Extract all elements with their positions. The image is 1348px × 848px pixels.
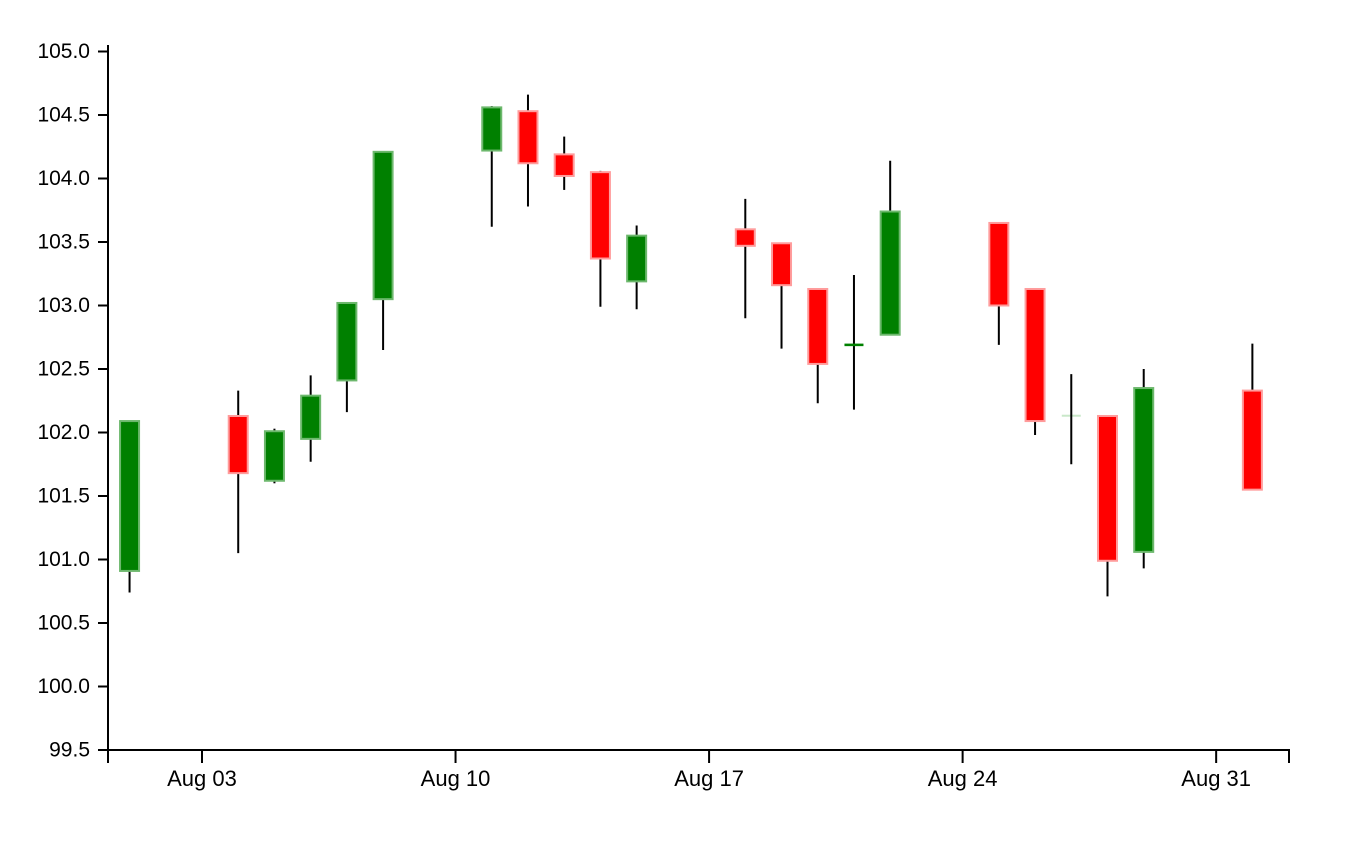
candle-body-up (119, 420, 141, 572)
candle-body-up (336, 301, 358, 382)
candle (517, 94, 539, 207)
candle (626, 225, 648, 310)
candle (119, 420, 141, 593)
candle (879, 160, 901, 336)
candle-body-down (1097, 414, 1118, 562)
candle (372, 150, 394, 350)
x-tick-label: Aug 10 (421, 766, 491, 791)
candle-body-down (589, 171, 611, 260)
y-tick-label: 99.5 (49, 739, 90, 762)
candle-body-up (263, 430, 285, 482)
candle (336, 301, 358, 413)
x-tick-label: Aug 03 (167, 766, 237, 791)
candle (844, 275, 864, 410)
candle (1241, 343, 1263, 491)
candle (1061, 374, 1081, 465)
candle (481, 106, 503, 227)
candle (227, 390, 249, 554)
candle (771, 242, 793, 349)
candle-body-down (227, 414, 249, 475)
x-tick-label: Aug 31 (1181, 766, 1251, 791)
candle-body-up (300, 394, 322, 440)
candle-body-up (372, 150, 394, 301)
candle (807, 287, 829, 404)
candle-body-down (734, 228, 756, 247)
candle-body-up (844, 343, 864, 347)
candle (263, 428, 285, 484)
x-tick-label: Aug 17 (674, 766, 744, 791)
candle-body-down (1024, 287, 1046, 423)
candle-body-down (1241, 389, 1263, 491)
y-tick-label: 101.0 (37, 548, 90, 571)
candle-body-down (807, 287, 829, 365)
candle-body-down (553, 153, 575, 177)
candle (589, 170, 611, 307)
candle (1133, 369, 1155, 569)
y-tick-label: 103.5 (37, 231, 90, 254)
candle-body-up (1133, 387, 1155, 553)
y-tick-label: 100.0 (37, 675, 90, 698)
y-tick-label: 102.5 (37, 358, 90, 381)
y-tick-label: 104.5 (37, 104, 90, 127)
candle-body-down (517, 110, 539, 165)
candle (300, 375, 322, 462)
x-tick-label: Aug 24 (928, 766, 998, 791)
y-tick-label: 104.0 (37, 167, 90, 190)
y-tick-label: 102.0 (37, 421, 90, 444)
candle-body-up (879, 210, 901, 336)
candle-body-up (481, 106, 503, 152)
candle-body-down (988, 221, 1010, 307)
y-tick-label: 101.5 (37, 485, 90, 508)
candle (1097, 414, 1118, 597)
candle (1024, 287, 1046, 436)
candle (734, 198, 756, 319)
y-tick-label: 103.0 (37, 294, 90, 317)
candle (553, 136, 575, 190)
y-tick-label: 105.0 (37, 40, 90, 63)
candle-body-down (771, 242, 793, 287)
candle (988, 221, 1010, 345)
y-tick-label: 100.5 (37, 612, 90, 635)
candle-body-up (626, 234, 648, 283)
